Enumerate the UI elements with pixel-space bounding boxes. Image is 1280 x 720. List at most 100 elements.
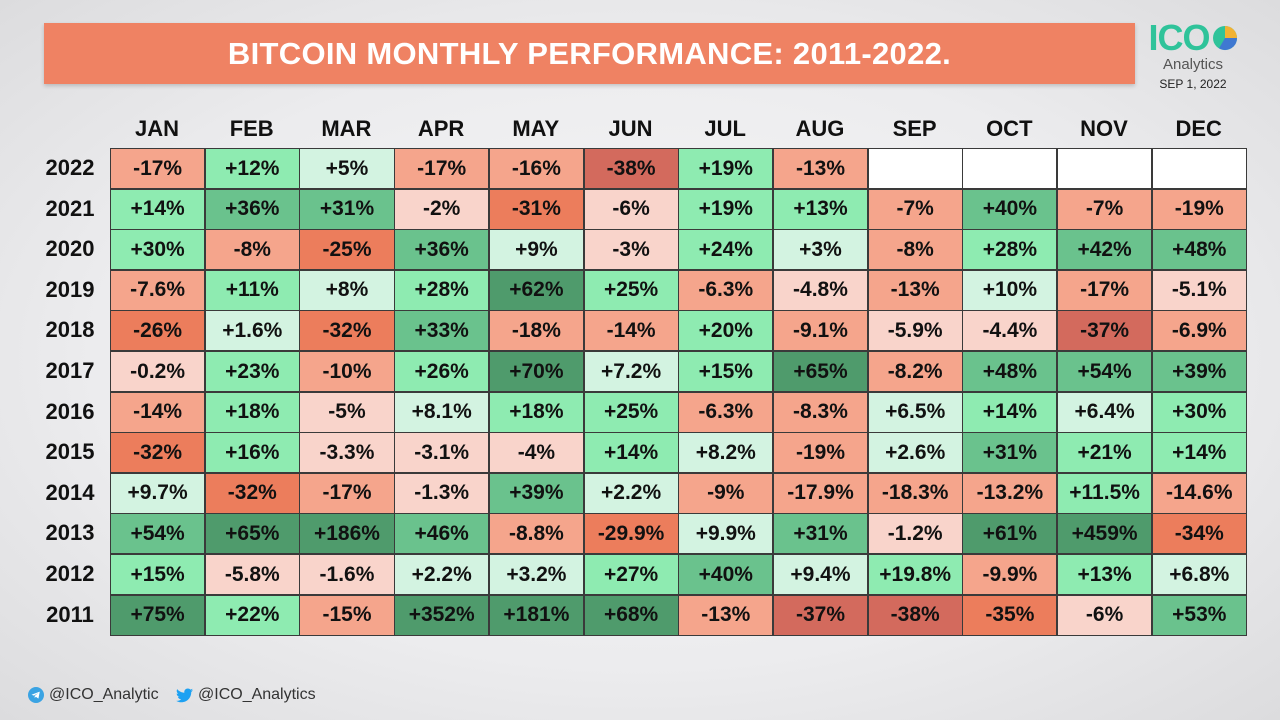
heatmap-cell-2020-mar: -25% bbox=[299, 229, 395, 271]
logo-letters: ICO bbox=[1148, 17, 1210, 58]
heatmap-cell-2013-mar: +186% bbox=[299, 513, 395, 555]
heatmap-cell-2021-jan: +14% bbox=[110, 188, 206, 230]
heatmap-cell-2013-jun: -29.9% bbox=[583, 513, 679, 555]
year-label-2011: 2011 bbox=[46, 601, 94, 627]
heatmap-cell-2019-dec: -5.1% bbox=[1151, 269, 1247, 311]
heatmap-cell-2013-feb: +65% bbox=[204, 513, 300, 555]
heatmap-cell-2016-aug: -8.3% bbox=[772, 391, 869, 433]
month-header-dec: DEC bbox=[1175, 116, 1222, 141]
heatmap-cell-2019-jan: -7.6% bbox=[110, 269, 206, 311]
heatmap-cell-2020-may: +9% bbox=[488, 229, 584, 271]
heatmap-cell-2016-jun: +25% bbox=[583, 391, 679, 433]
telegram-icon bbox=[28, 687, 44, 703]
year-label-2021: 2021 bbox=[45, 195, 95, 221]
heatmap-cell-2011-feb: +22% bbox=[204, 594, 300, 636]
chart-title: BITCOIN MONTHLY PERFORMANCE: 2011-2022. bbox=[44, 23, 1135, 84]
heatmap-cell-2022-apr: -17% bbox=[394, 148, 490, 190]
heatmap-cell-2020-feb: -8% bbox=[204, 229, 300, 271]
heatmap-cell-2019-jul: -6.3% bbox=[678, 269, 774, 311]
heatmap-cell-2012-dec: +6.8% bbox=[1151, 554, 1247, 596]
heatmap-cell-2011-aug: -37% bbox=[772, 594, 869, 636]
telegram-handle: @ICO_Analytic bbox=[28, 686, 159, 704]
heatmap-cell-2017-apr: +26% bbox=[394, 351, 490, 393]
heatmap-cell-2019-oct: +10% bbox=[962, 269, 1058, 311]
heatmap-cell-2018-oct: -4.4% bbox=[962, 310, 1058, 352]
year-label-2020: 2020 bbox=[45, 236, 95, 262]
heatmap-cell-2014-aug: -17.9% bbox=[772, 472, 869, 514]
heatmap-cell-2014-oct: -13.2% bbox=[962, 472, 1058, 514]
year-label-2015: 2015 bbox=[45, 439, 95, 465]
heatmap-cell-2016-dec: +30% bbox=[1151, 391, 1247, 433]
heatmap-cell-2016-jan: -14% bbox=[110, 391, 206, 433]
heatmap-cell-2021-aug: +13% bbox=[772, 188, 869, 230]
heatmap-cell-2014-dec: -14.6% bbox=[1151, 472, 1247, 514]
year-label-2016: 2016 bbox=[45, 398, 95, 424]
heatmap-cell-2013-sep: -1.2% bbox=[867, 513, 963, 555]
heatmap-cell-2021-apr: -2% bbox=[394, 188, 490, 230]
heatmap-cell-2021-oct: +40% bbox=[962, 188, 1058, 230]
heatmap-cell-2022-may: -16% bbox=[488, 148, 584, 190]
pie-logo-icon bbox=[1212, 26, 1237, 51]
heatmap-cell-2014-nov: +11.5% bbox=[1057, 472, 1153, 514]
heatmap-cell-2014-feb: -32% bbox=[204, 472, 300, 514]
heatmap-cell-2014-jul: -9% bbox=[678, 472, 774, 514]
heatmap-cell-2017-jul: +15% bbox=[678, 351, 774, 393]
heatmap-cell-2017-dec: +39% bbox=[1151, 351, 1247, 393]
heatmap-cell-2011-nov: -6% bbox=[1057, 594, 1153, 636]
heatmap-cell-2022-nov bbox=[1057, 148, 1153, 190]
month-header-feb: FEB bbox=[229, 116, 274, 141]
heatmap-cell-2021-mar: +31% bbox=[299, 188, 395, 230]
twitter-handle-text: @ICO_Analytics bbox=[198, 686, 316, 703]
logo-wordmark: Analytics bbox=[1162, 56, 1224, 73]
month-header-jan: JAN bbox=[134, 116, 179, 141]
year-label-2018: 2018 bbox=[45, 317, 95, 343]
heatmap-cell-2021-nov: -7% bbox=[1057, 188, 1153, 230]
heatmap-cell-2011-dec: +53% bbox=[1151, 594, 1247, 636]
heatmap-cell-2017-aug: +65% bbox=[772, 351, 869, 393]
heatmap-cell-2018-nov: -37% bbox=[1057, 310, 1153, 352]
heatmap-cell-2012-feb: -5.8% bbox=[204, 554, 300, 596]
heatmap-cell-2021-may: -31% bbox=[488, 188, 584, 230]
heatmap-cell-2017-jun: +7.2% bbox=[583, 351, 679, 393]
heatmap-cell-2011-oct: -35% bbox=[962, 594, 1058, 636]
heatmap-cell-2018-dec: -6.9% bbox=[1151, 310, 1247, 352]
heatmap-cell-2014-sep: -18.3% bbox=[867, 472, 963, 514]
heatmap-cell-2015-dec: +14% bbox=[1151, 432, 1247, 474]
heatmap-cell-2019-feb: +11% bbox=[204, 269, 300, 311]
heatmap-cell-2014-apr: -1.3% bbox=[394, 472, 490, 514]
heatmap-cell-2018-sep: -5.9% bbox=[867, 310, 963, 352]
ico-analytics-logo: ICO Analytics SEP 1, 2022 bbox=[1148, 20, 1238, 92]
heatmap-cell-2011-jul: -13% bbox=[678, 594, 774, 636]
heatmap-cell-2011-jan: +75% bbox=[110, 594, 206, 636]
heatmap-cell-2018-may: -18% bbox=[488, 310, 584, 352]
heatmap-cell-2022-jun: -38% bbox=[583, 148, 679, 190]
heatmap-cell-2014-jan: +9.7% bbox=[110, 472, 206, 514]
heatmap-cell-2012-apr: +2.2% bbox=[394, 554, 490, 596]
heatmap-cell-2020-oct: +28% bbox=[962, 229, 1058, 271]
heatmap-cell-2019-jun: +25% bbox=[583, 269, 679, 311]
heatmap-cell-2015-aug: -19% bbox=[772, 432, 869, 474]
heatmap-cell-2014-jun: +2.2% bbox=[583, 472, 679, 514]
year-label-2017: 2017 bbox=[45, 358, 95, 383]
heatmap-cell-2012-jul: +40% bbox=[678, 554, 774, 596]
heatmap-cell-2018-jul: +20% bbox=[678, 310, 774, 352]
heatmap-cell-2022-feb: +12% bbox=[204, 148, 300, 190]
heatmap-cell-2020-dec: +48% bbox=[1151, 229, 1247, 271]
heatmap-cell-2017-may: +70% bbox=[488, 351, 584, 393]
heatmap-cell-2013-nov: +459% bbox=[1057, 513, 1153, 555]
year-label-2014: 2014 bbox=[45, 479, 95, 505]
heatmap-cell-2012-jun: +27% bbox=[583, 554, 679, 596]
heatmap-cell-2016-may: +18% bbox=[488, 391, 584, 433]
heatmap-cell-2022-mar: +5% bbox=[299, 148, 395, 190]
heatmap-cell-2014-may: +39% bbox=[488, 472, 584, 514]
heatmap-cell-2012-may: +3.2% bbox=[488, 554, 584, 596]
heatmap-cell-2011-sep: -38% bbox=[867, 594, 963, 636]
heatmap-cell-2015-jun: +14% bbox=[583, 432, 679, 474]
heatmap-cell-2021-jun: -6% bbox=[583, 188, 679, 230]
heatmap-cell-2012-aug: +9.4% bbox=[772, 554, 869, 596]
heatmap-cell-2017-jan: -0.2% bbox=[110, 351, 206, 393]
month-header-oct: OCT bbox=[986, 116, 1033, 141]
heatmap-cell-2019-sep: -13% bbox=[867, 269, 963, 311]
heatmap-cell-2021-jul: +19% bbox=[678, 188, 774, 230]
heatmap-cell-2013-jul: +9.9% bbox=[678, 513, 774, 555]
